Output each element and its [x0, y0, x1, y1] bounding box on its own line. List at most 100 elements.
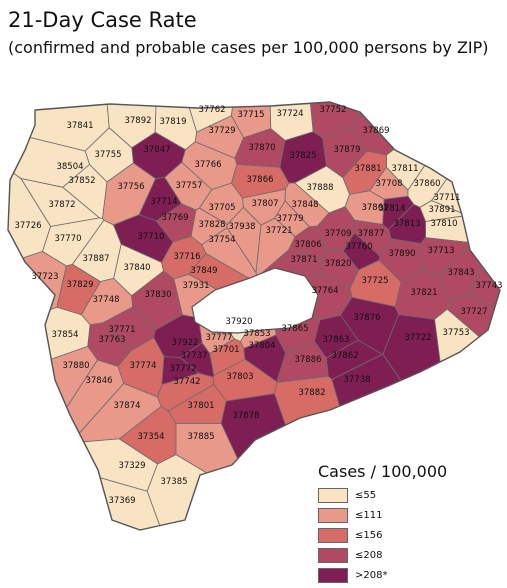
zip-label: 37771	[108, 325, 135, 335]
zip-label: 37882	[298, 388, 325, 398]
zip-label: 37892	[124, 116, 151, 126]
zip-label: 37803	[226, 372, 253, 382]
zip-label: 37760	[345, 242, 372, 252]
zip-label: 37870	[248, 143, 275, 153]
zip-label: 37726	[14, 221, 41, 231]
zip-label: 37716	[173, 252, 200, 262]
legend-swatch	[318, 568, 348, 583]
legend-swatch	[318, 528, 348, 543]
zip-label: 37711	[433, 193, 460, 203]
legend-label: >208*	[355, 570, 388, 581]
zip-label: 37385	[160, 477, 187, 487]
zip-label: 37742	[173, 377, 200, 387]
zip-label: 37869	[362, 126, 389, 136]
zip-label: 37879	[333, 145, 360, 155]
zip-label: 37841	[66, 121, 93, 131]
zip-label: 37852	[68, 176, 95, 186]
zip-label: 37737	[180, 351, 207, 361]
zip-label: 37762	[198, 105, 225, 115]
zip-label: 37713	[427, 246, 454, 256]
legend-label: ≤156	[355, 530, 383, 541]
zip-label: 37819	[159, 117, 186, 127]
zip-label: 37748	[92, 295, 119, 305]
zip-label: 37804	[248, 341, 275, 351]
zip-label: 37890	[388, 249, 415, 259]
zip-label: 37846	[85, 376, 112, 386]
zip-label: 37938	[228, 222, 255, 232]
zip-label: 37723	[31, 272, 58, 282]
zip-label: 37861	[361, 203, 388, 213]
legend-item: ≤111	[318, 507, 382, 524]
zip-label: 37853	[243, 329, 270, 339]
zip-label: 37887	[82, 254, 109, 264]
zip-label: 37708	[375, 179, 402, 189]
zip-label: 37810	[430, 219, 457, 229]
zip-label: 37753	[442, 328, 469, 338]
zip-label: 37738	[343, 375, 370, 385]
legend-item: ≤55	[318, 487, 376, 504]
map-title: 21-Day Case Rate	[8, 8, 197, 32]
zip-label: 37931	[182, 281, 209, 291]
river-area	[191, 267, 319, 334]
zip-label: 37874	[113, 401, 140, 411]
legend-item: ≤208	[318, 547, 382, 564]
zip-label: 37354	[137, 432, 164, 442]
zip-label: 37722	[404, 333, 431, 343]
zip-label: 37764	[311, 286, 338, 296]
zip-label: 37714	[150, 197, 177, 207]
zip-label: 37814	[378, 204, 405, 214]
county-boundary	[7, 101, 501, 531]
zip-label: 37757	[175, 181, 202, 191]
zip-label: 37848	[291, 200, 318, 210]
zip-label: 37847	[143, 145, 170, 155]
zip-label: 37774	[129, 361, 156, 371]
zip-label: 37777	[205, 333, 232, 343]
zip-label: 37866	[246, 175, 273, 185]
legend-swatch	[318, 488, 348, 503]
zip-label: 37329	[118, 461, 145, 471]
zip-label: 37701	[212, 345, 239, 355]
legend-swatch	[318, 548, 348, 563]
legend-item: >208*	[318, 567, 387, 584]
zip-label: 37821	[410, 288, 437, 298]
zip-label: 37813	[393, 219, 420, 229]
zip-label: 37743	[475, 281, 502, 291]
zip-label: 37865	[281, 324, 308, 334]
zip-label: 37885	[187, 432, 214, 442]
zip-label: 37860	[413, 179, 440, 189]
zip-label: 37801	[187, 401, 214, 411]
zip-label: 37828	[198, 220, 225, 230]
zip-label: 37754	[208, 235, 235, 245]
legend-title: Cases / 100,000	[318, 462, 448, 481]
zip-label: 37772	[169, 364, 196, 374]
zip-label: 37829	[66, 280, 93, 290]
zip-label: 37729	[208, 126, 235, 136]
zip-label: 37920	[225, 317, 252, 327]
zip-label: 37854	[51, 330, 78, 340]
zip-label: 37766	[194, 160, 221, 170]
zip-label: 37820	[324, 259, 351, 269]
zip-label: 37862	[331, 351, 358, 361]
zip-label: 37891	[428, 205, 455, 215]
zip-label: 37715	[237, 110, 264, 120]
zip-label: 37886	[294, 355, 321, 365]
zip-label: 37881	[354, 164, 381, 174]
legend-item: ≤156	[318, 527, 382, 544]
zip-region-37882	[274, 375, 341, 426]
zip-label: 37724	[276, 109, 303, 119]
zip-label: 37756	[117, 182, 144, 192]
legend-label: ≤208	[355, 550, 383, 561]
zip-label: 37872	[48, 200, 75, 210]
zip-label: 37849	[190, 266, 217, 276]
map-subtitle: (confirmed and probable cases per 100,00…	[8, 38, 489, 57]
zip-label: 37807	[251, 199, 278, 209]
zip-label: 37888	[306, 183, 333, 193]
zip-label: 37843	[447, 268, 474, 278]
zip-label: 37755	[94, 150, 121, 160]
zip-label: 37878	[232, 411, 259, 421]
zip-label: 37830	[144, 290, 171, 300]
zip-label: 38504	[56, 162, 83, 172]
zip-label: 37871	[290, 255, 317, 265]
zip-label: 37369	[108, 496, 135, 506]
